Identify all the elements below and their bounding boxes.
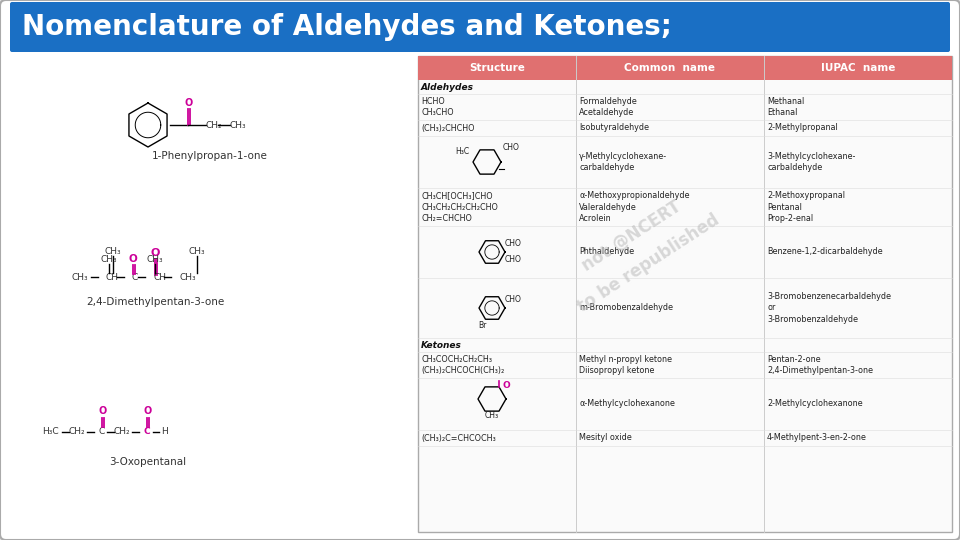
Text: CH₃CH[OCH₃]CHO
CH₃CH₂CH₂CH₂CHO
CH₂=CHCHO: CH₃CH[OCH₃]CHO CH₃CH₂CH₂CH₂CHO CH₂=CHCHO [421,191,498,224]
Text: Phthaldehyde: Phthaldehyde [579,247,635,256]
Text: CH₃COCH₂CH₂CH₃
(CH₃)₂CHCOCH(CH₃)₂: CH₃COCH₂CH₂CH₃ (CH₃)₂CHCOCH(CH₃)₂ [421,355,504,375]
Text: 2-Methylcyclohexanone: 2-Methylcyclohexanone [767,400,863,408]
Text: CHO: CHO [505,255,522,265]
Text: CH₃: CH₃ [485,411,499,421]
Text: 2,4-Dimethylpentan-3-one: 2,4-Dimethylpentan-3-one [85,297,224,307]
Text: Structure: Structure [469,63,525,73]
Text: (CH₃)₂C=CHCOCH₃: (CH₃)₂C=CHCOCH₃ [421,434,495,442]
Text: 2-Methylpropanal: 2-Methylpropanal [767,124,838,132]
Text: CH₃: CH₃ [101,254,117,264]
Bar [418,56,952,80]
Text: 3-Oxopentanal: 3-Oxopentanal [109,457,186,467]
Text: CH₂: CH₂ [113,428,131,436]
Text: C: C [132,273,138,281]
Text: CH: CH [106,273,119,281]
Text: 3-Methylcyclohexane-
carbaldehyde: 3-Methylcyclohexane- carbaldehyde [767,152,855,172]
Text: CH₃: CH₃ [72,273,88,281]
Text: CH₂: CH₂ [206,120,223,130]
Text: Methyl n-propyl ketone
Diisopropyl ketone: Methyl n-propyl ketone Diisopropyl keton… [579,355,672,375]
Text: CHO: CHO [505,295,522,305]
Text: 3-Bromobenzenecarbaldehyde
or
3-Bromobenzaldehyde: 3-Bromobenzenecarbaldehyde or 3-Bromoben… [767,292,891,325]
Text: 4-Methylpent-3-en-2-one: 4-Methylpent-3-en-2-one [767,434,867,442]
Text: 1-Phenylpropan-1-one: 1-Phenylpropan-1-one [152,151,268,161]
Text: Common  name: Common name [625,63,715,73]
Text: –: – [190,120,195,130]
Text: O: O [185,98,193,108]
Text: O: O [99,406,108,416]
Text: C: C [144,428,151,436]
Text: IUPAC  name: IUPAC name [821,63,895,73]
Text: Pentan-2-one
2,4-Dimethylpentan-3-one: Pentan-2-one 2,4-Dimethylpentan-3-one [767,355,873,375]
Bar [418,56,952,532]
Text: α-Methoxypropionaldehyde
Valeraldehyde
Acrolein: α-Methoxypropionaldehyde Valeraldehyde A… [579,191,689,224]
Text: Formaldehyde
Acetaldehyde: Formaldehyde Acetaldehyde [579,97,636,117]
Text: O: O [144,406,152,416]
Text: (CH₃)₂CHCHO: (CH₃)₂CHCHO [421,124,474,132]
Text: CH₃: CH₃ [105,246,121,255]
Text: m-Bromobenzaldehyde: m-Bromobenzaldehyde [579,303,673,313]
Text: HCHO
CH₃CHO: HCHO CH₃CHO [421,97,454,117]
Text: CH: CH [153,273,166,281]
Text: O: O [502,381,510,390]
Text: CH₃: CH₃ [230,120,247,130]
Text: Benzene-1,2-dicarbaldehyde: Benzene-1,2-dicarbaldehyde [767,247,882,256]
Text: α-Methylcyclohexanone: α-Methylcyclohexanone [579,400,675,408]
Text: CH₃: CH₃ [189,246,205,255]
Text: Nomenclature of Aldehydes and Ketones;: Nomenclature of Aldehydes and Ketones; [22,13,672,41]
Text: CH₃: CH₃ [147,254,163,264]
Text: C: C [99,428,106,436]
Text: O: O [151,248,159,258]
Text: Ketones: Ketones [421,341,462,349]
Text: γ-Methylcyclohexane-
carbaldehyde: γ-Methylcyclohexane- carbaldehyde [579,152,667,172]
Text: CH₃: CH₃ [179,273,196,281]
Text: H: H [160,428,167,436]
Text: not @NCERT
to be republished: not @NCERT to be republished [557,184,723,316]
Text: Br: Br [478,321,486,330]
Text: O: O [129,254,137,264]
Text: 2-Methoxypropanal
Pentanal
Prop-2-enal: 2-Methoxypropanal Pentanal Prop-2-enal [767,191,845,224]
Text: H₃C: H₃C [455,147,469,157]
Text: Isobutyraldehyde: Isobutyraldehyde [579,124,649,132]
Text: Aldehydes: Aldehydes [421,83,474,91]
Text: CHO: CHO [503,144,520,152]
Text: CH₂: CH₂ [69,428,85,436]
Text: H₃C: H₃C [41,428,59,436]
Text: Mesityl oxide: Mesityl oxide [579,434,632,442]
Text: CHO: CHO [505,240,522,248]
FancyBboxPatch shape [10,2,950,52]
Text: Methanal
Ethanal: Methanal Ethanal [767,97,804,117]
